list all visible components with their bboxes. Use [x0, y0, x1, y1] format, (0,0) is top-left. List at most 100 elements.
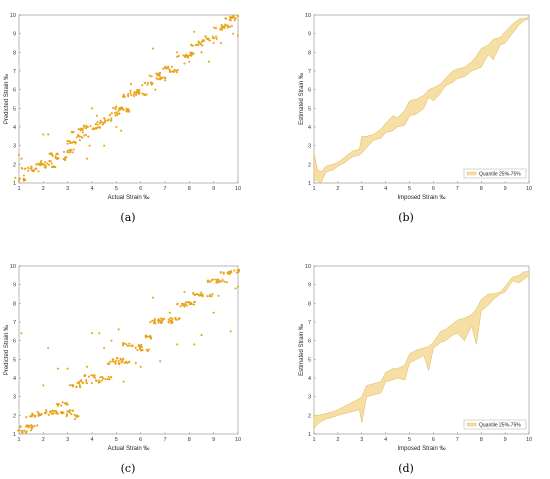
data-point — [166, 66, 169, 69]
data-point — [163, 79, 167, 82]
data-point — [133, 91, 136, 94]
x-tick-label: 5 — [408, 186, 411, 192]
data-point — [122, 343, 125, 346]
x-tick-label: 3 — [66, 437, 69, 443]
data-point — [28, 415, 32, 418]
x-tick-label: 8 — [188, 186, 191, 192]
data-point — [109, 360, 112, 363]
data-point — [212, 278, 215, 281]
data-point — [177, 54, 180, 58]
x-tick-label: 10 — [526, 186, 532, 192]
data-point — [150, 75, 153, 78]
data-point — [48, 411, 52, 414]
data-point — [25, 432, 28, 435]
data-point — [80, 127, 83, 130]
data-point — [200, 334, 203, 337]
x-tick-label: 2 — [42, 437, 45, 443]
data-point — [148, 335, 151, 338]
data-point — [234, 287, 237, 290]
data-point — [146, 81, 149, 84]
data-point — [222, 272, 225, 275]
data-point — [206, 295, 209, 298]
data-point — [64, 157, 67, 160]
data-point — [162, 67, 165, 70]
data-point — [167, 318, 170, 321]
data-point — [215, 37, 218, 40]
plot-frame — [313, 265, 530, 435]
data-point — [49, 152, 52, 155]
data-point — [114, 362, 117, 365]
data-point — [68, 141, 72, 144]
data-point — [237, 270, 240, 273]
data-point — [37, 170, 40, 173]
data-point — [103, 117, 106, 120]
y-tick-label: 9 — [308, 283, 311, 289]
data-point — [219, 271, 223, 274]
data-point — [193, 301, 196, 304]
data-point — [77, 134, 80, 138]
data-point — [22, 174, 25, 177]
x-tick-label: 9 — [212, 186, 215, 192]
data-point — [122, 95, 125, 98]
data-point — [126, 344, 130, 347]
data-point — [19, 425, 22, 428]
data-point — [183, 305, 186, 308]
data-point — [60, 404, 63, 407]
data-point — [116, 112, 119, 115]
data-point — [115, 357, 119, 360]
data-point — [98, 332, 101, 335]
data-point — [65, 156, 68, 159]
data-point — [220, 23, 223, 26]
data-point — [125, 360, 128, 363]
data-point — [189, 302, 192, 306]
data-point — [57, 402, 61, 406]
data-point — [103, 144, 106, 147]
x-tick-label: 9 — [504, 186, 507, 192]
x-axis-label: Actual Strain ‰ — [108, 446, 150, 452]
data-point — [146, 350, 149, 353]
data-point — [213, 36, 216, 40]
data-point — [82, 381, 85, 384]
data-point — [175, 71, 179, 74]
data-point — [187, 56, 190, 59]
data-point — [217, 278, 220, 281]
data-point — [134, 362, 137, 365]
data-point — [110, 117, 113, 120]
data-point — [94, 379, 98, 382]
data-point — [225, 281, 228, 284]
y-tick-label: 2 — [308, 162, 311, 168]
data-point — [169, 70, 172, 74]
data-point — [25, 416, 28, 419]
data-point — [104, 378, 107, 381]
data-points — [14, 14, 240, 182]
data-point — [178, 317, 181, 320]
y-tick-label: 1 — [308, 181, 311, 187]
panel-b-quantile-band-plot: 1 2 3 4 5 6 7 8 9 10 1 2 3 4 5 6 7 8 9 10 Imposed Strain ‰ Es… — [299, 13, 532, 201]
y-tick-label: 10 — [10, 264, 16, 270]
data-point — [132, 92, 135, 96]
x-tick-label: 2 — [336, 186, 339, 192]
x-tick-label: 5 — [115, 437, 118, 443]
data-point — [38, 412, 41, 415]
data-point — [102, 122, 105, 125]
data-point — [170, 70, 174, 73]
data-point — [110, 339, 113, 342]
data-point — [110, 112, 113, 115]
data-point — [56, 404, 59, 407]
data-point — [70, 413, 73, 416]
data-point — [68, 410, 71, 413]
data-point — [140, 349, 143, 352]
data-point — [168, 68, 171, 71]
panel-a-scatter-plot: 1 2 3 4 5 6 7 8 9 10 1 2 3 4 5 6 7 8 9 10 Actual Strain ‰ Pre… — [4, 13, 241, 201]
data-point — [72, 130, 75, 134]
x-tick-label: 3 — [360, 437, 363, 443]
data-point — [128, 110, 131, 113]
data-point — [106, 119, 109, 122]
data-point — [115, 125, 118, 129]
data-point — [210, 295, 213, 298]
data-point — [232, 15, 235, 18]
data-point — [33, 425, 36, 428]
y-tick-label: 5 — [13, 106, 16, 112]
data-point — [122, 357, 125, 360]
data-point — [184, 301, 187, 304]
